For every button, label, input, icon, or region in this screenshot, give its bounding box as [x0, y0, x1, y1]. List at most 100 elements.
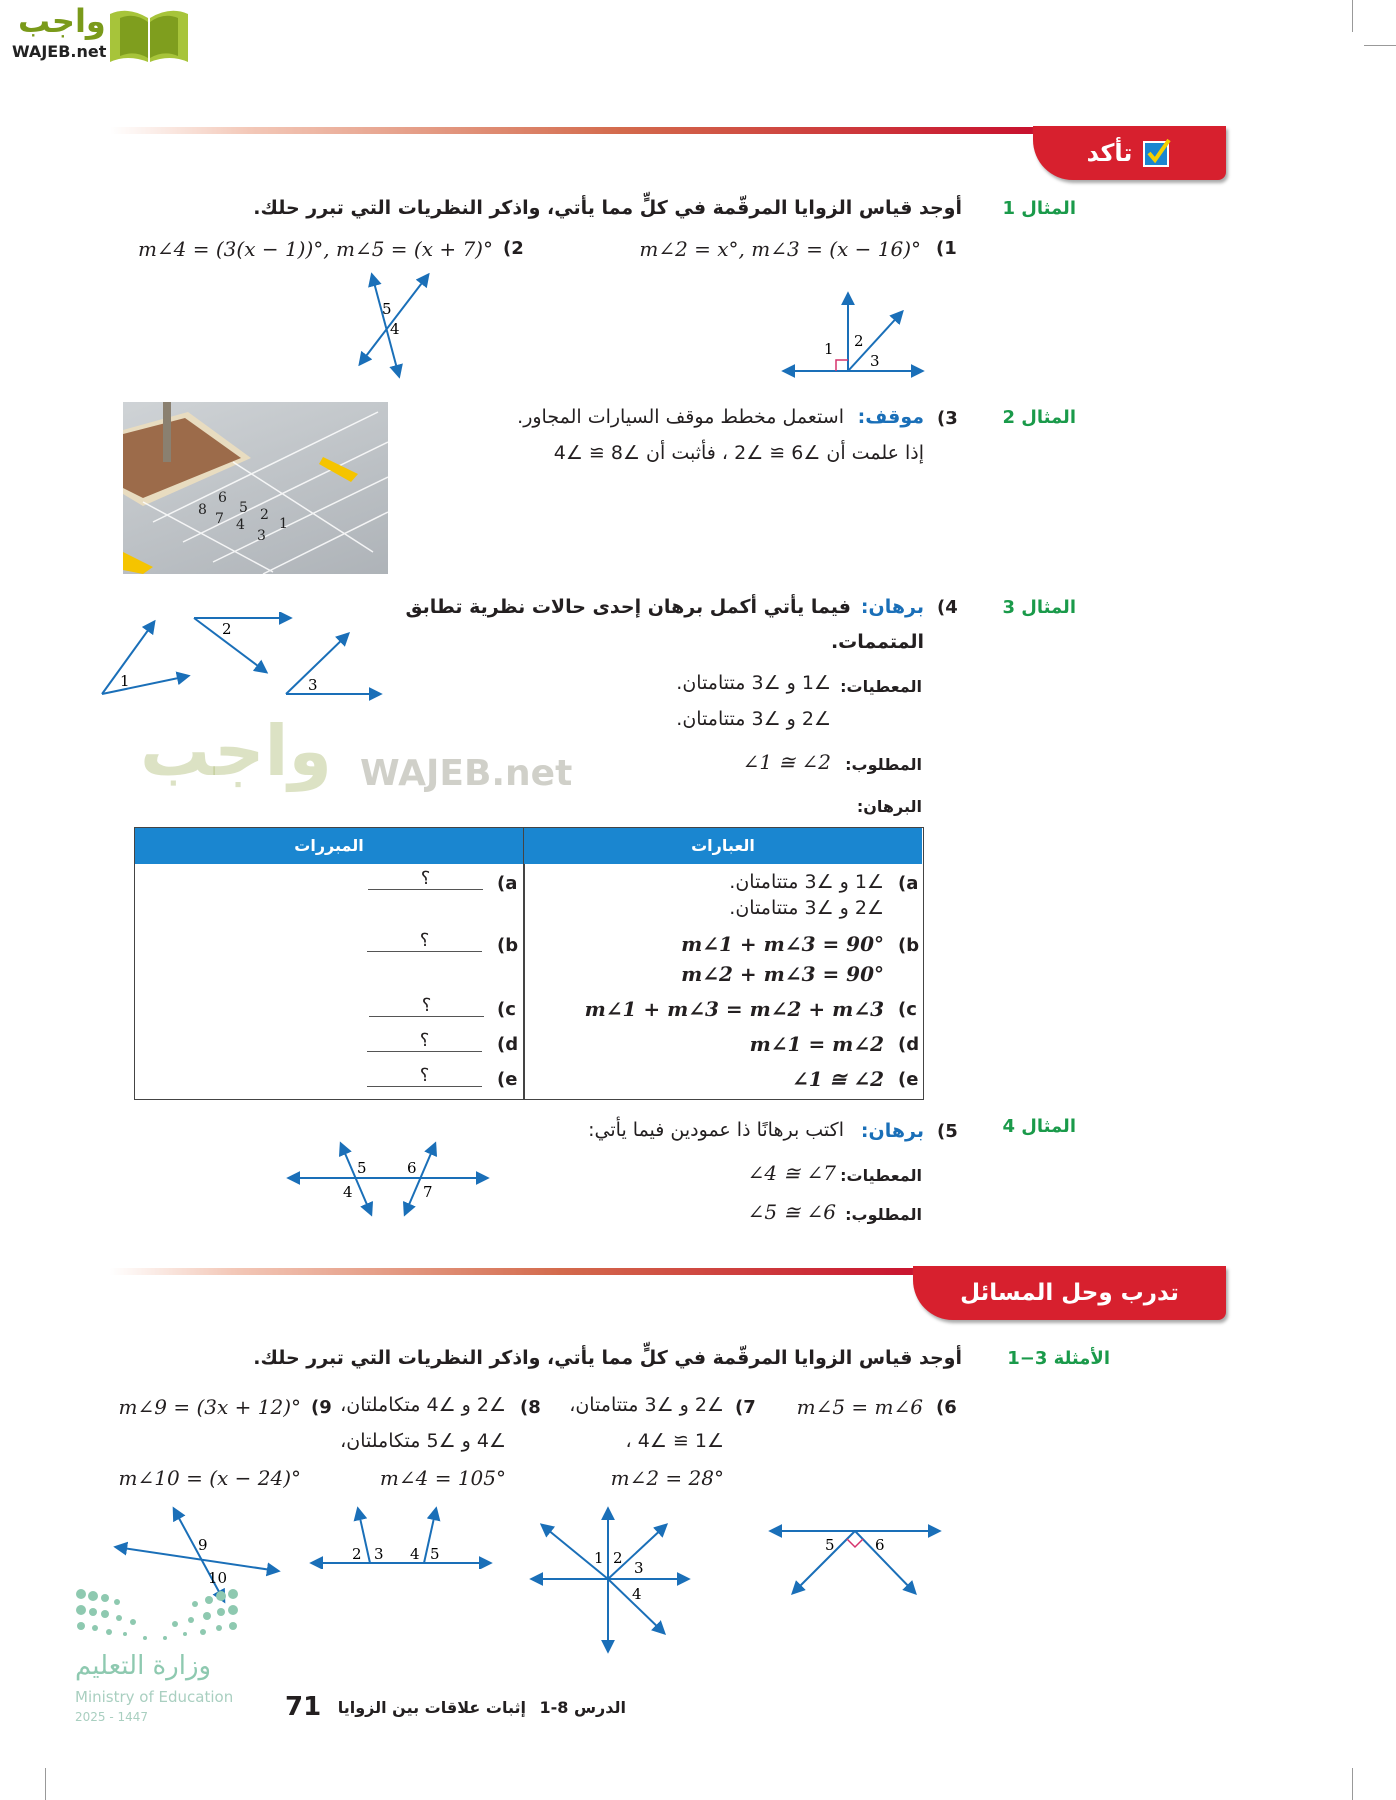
angle-label: 7 [423, 1183, 433, 1201]
ministry-name-english: Ministry of Education [75, 1688, 234, 1706]
given-label: المعطيات: [840, 1166, 922, 1185]
lesson-number: الدرس 8-1 [539, 1698, 626, 1717]
column-divider [523, 864, 525, 1099]
question-text: فيما يأتي أكمل برهان إحدى حالات نظرية تط… [405, 596, 851, 618]
crop-mark [1352, 0, 1353, 32]
question-number: (1 [936, 238, 957, 259]
ministry-name-arabic: وزارة التعليم [75, 1651, 212, 1681]
section-title: تدرب وحل المسائل [960, 1280, 1179, 1306]
reason-blank[interactable]: ؟ [368, 868, 483, 890]
reason-letter: (d [497, 1034, 519, 1055]
photo-label: 1 [279, 516, 288, 532]
parking-lot-photo: 6 8 5 2 7 4 1 3 [123, 402, 388, 574]
question-equation: m∠5 = m∠6 [796, 1395, 923, 1419]
section-banner-line [110, 127, 1040, 134]
question-number: (6 [936, 1397, 957, 1418]
examples-label: الأمثلة 3−1 [1007, 1348, 1110, 1369]
reason-letter: (c [497, 999, 516, 1020]
angle-label: 10 [208, 1569, 227, 1587]
angle-label: 1 [824, 340, 834, 358]
question-text: ∠4 و ∠5 متكاملتان، [340, 1430, 506, 1452]
section-banner-line [110, 1268, 930, 1275]
row-letter: (b [898, 935, 920, 956]
statement: ∠2 و ∠3 متتامتان. [729, 897, 884, 919]
logo-arabic: واجب [18, 2, 106, 40]
ministry-year: 2025 - 1447 [75, 1710, 149, 1724]
angle-label: 1 [594, 1549, 604, 1567]
question-number: (5 [937, 1121, 958, 1142]
photo-label: 2 [260, 507, 269, 523]
angle-label: 2 [352, 1545, 362, 1563]
question-text: إذا علمت أن ∠6 ≅ ∠2 ، فأثبت أن ∠8 ≅ ∠4 [553, 442, 924, 464]
photo-label: 4 [236, 517, 245, 533]
question-text: المتممات. [830, 631, 924, 653]
reason-blank[interactable]: ؟ [367, 1065, 482, 1087]
reason-letter: (e [497, 1069, 518, 1090]
angle-label: 1 [120, 672, 130, 690]
proof-table: المبررات العبارات [134, 827, 924, 1100]
question-text: ∠2 و ∠4 متكاملتان، [340, 1394, 506, 1416]
statement: ∠1 و ∠3 متتامتان. [729, 871, 884, 893]
question-text: اكتب برهانًا ذا عمودين فيما يأتي: [588, 1119, 844, 1141]
question-number: (2 [503, 238, 524, 259]
prove-label: المطلوب: [845, 755, 922, 774]
wajeb-logo[interactable]: واجب WAJEB.net [10, 2, 190, 64]
given-text: ∠2 و ∠3 متتامتان. [676, 708, 831, 730]
statement: m∠2 + m∠3 = 90° [681, 962, 884, 986]
prove-text: ∠1 ≅ ∠2 [742, 750, 831, 774]
question-equation: m∠4 = 105° [379, 1466, 506, 1490]
reason-blank[interactable]: ؟ [369, 995, 484, 1017]
angle-diagram-6: 5 6 [768, 1524, 942, 1596]
angle-label: 4 [410, 1545, 420, 1563]
reason-blank[interactable]: ؟ [367, 1030, 482, 1052]
angle-label: 5 [382, 300, 392, 318]
photo-label: 7 [215, 511, 224, 527]
photo-label: 3 [257, 528, 266, 544]
example-label: المثال 4 [1002, 1116, 1076, 1137]
page-number: 71 [285, 1692, 322, 1722]
row-letter: (d [898, 1034, 920, 1055]
angle-label: 5 [357, 1159, 367, 1177]
example-label: المثال 1 [1002, 198, 1076, 219]
angle-label: 4 [343, 1183, 353, 1201]
angle-label: 5 [825, 1536, 835, 1554]
question-number: (8 [520, 1397, 541, 1418]
question-equation: m∠10 = (x − 24)° [118, 1466, 301, 1490]
question-number: (9 [311, 1397, 332, 1418]
keyword: موقف: [857, 406, 924, 428]
photo-label: 6 [218, 490, 227, 506]
question-text: ∠2 و ∠3 متتامتان، [569, 1394, 724, 1416]
instruction: أوجد قياس الزوايا المرقّمة في كلٍّ مما ي… [253, 1347, 962, 1369]
column-header-reasons: المبررات [135, 828, 523, 864]
angle-label: 6 [407, 1159, 417, 1177]
checkbox-icon [1143, 138, 1172, 167]
proof-label: البرهان: [856, 797, 922, 816]
statement: m∠1 + m∠3 = 90° [681, 932, 884, 956]
example-label: المثال 3 [1002, 597, 1076, 618]
angle-label: 9 [198, 1536, 208, 1554]
example-label: المثال 2 [1002, 407, 1076, 428]
angle-diagram-4: 5 6 4 7 [286, 1141, 490, 1217]
watermark-latin: WAJEB.net [360, 753, 573, 794]
section-tab-check: تأكد [1033, 126, 1226, 180]
prove-text: ∠5 ≅ ∠6 [747, 1200, 836, 1224]
reason-blank[interactable]: ؟ [367, 930, 482, 952]
section-title: تأكد [1086, 139, 1133, 167]
reason-letter: (a [497, 873, 518, 894]
book-icon [110, 10, 188, 62]
question-number: (3 [937, 408, 958, 429]
lesson-title: إثبات علاقات بين الزوايا [337, 1698, 526, 1717]
section-tab-practice: تدرب وحل المسائل [913, 1266, 1226, 1320]
photo-label: 8 [198, 502, 207, 518]
angle-label: 3 [374, 1545, 384, 1563]
keyword: برهان: [860, 596, 924, 618]
question-equation: m∠2 = x°, m∠3 = (x − 16)° [639, 237, 921, 261]
given-label: المعطيات: [840, 677, 922, 696]
row-letter: (e [898, 1069, 919, 1090]
reason-letter: (b [497, 935, 519, 956]
crop-mark [45, 1768, 46, 1800]
angle-label: 2 [222, 620, 232, 638]
question-number: (7 [735, 1397, 756, 1418]
angle-diagram-7: 1 2 3 4 [529, 1506, 691, 1654]
ministry-logo-dots [76, 1589, 238, 1640]
